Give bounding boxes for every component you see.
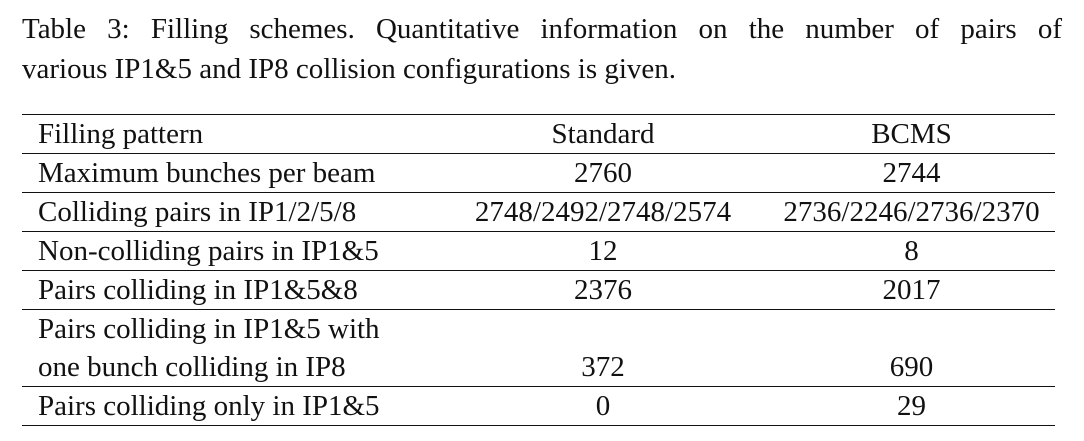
table-row: Non-colliding pairs in IP1&5 12 8 — [22, 231, 1055, 271]
row-label: Non-colliding pairs in IP1&5 — [22, 231, 438, 271]
row-label: Maximum bunches per beam — [22, 153, 438, 193]
table-row: Maximum bunches per beam 2760 2744 — [22, 153, 1055, 193]
header-bcms: BCMS — [768, 114, 1055, 154]
filling-schemes-table: Filling pattern Standard BCMS Maximum bu… — [22, 114, 1055, 426]
row-label-line-1: Pairs colliding in IP1&5 with — [38, 313, 380, 345]
row-standard-value: 2376 — [438, 270, 768, 310]
header-standard: Standard — [438, 114, 768, 154]
table-row: Pairs colliding in IP1&5 with one bunch … — [22, 309, 1055, 387]
row-standard-value: 12 — [438, 231, 768, 271]
row-standard-value: 2748/2492/2748/2574 — [438, 192, 768, 232]
row-label: Pairs colliding in IP1&5 with one bunch … — [22, 309, 438, 387]
row-bcms-value: 2744 — [768, 153, 1055, 193]
header-filling-pattern: Filling pattern — [22, 114, 438, 154]
table-row: Pairs colliding in IP1&5&8 2376 2017 — [22, 270, 1055, 310]
row-bcms-value: 2736/2246/2736/2370 — [768, 192, 1055, 232]
row-label: Pairs colliding only in IP1&5 — [22, 386, 438, 426]
row-bcms-value: 690 — [768, 309, 1055, 387]
table-row: Pairs colliding only in IP1&5 0 29 — [22, 386, 1055, 426]
row-label: Pairs colliding in IP1&5&8 — [22, 270, 438, 310]
row-bcms-value: 29 — [768, 386, 1055, 426]
caption-line-1: Table 3: Filling schemes. Quantitative i… — [22, 13, 1062, 45]
row-label-line-2: one bunch colliding in IP8 — [38, 351, 346, 383]
row-standard-value: 372 — [438, 309, 768, 387]
table-header-row: Filling pattern Standard BCMS — [22, 114, 1055, 154]
row-bcms-value: 8 — [768, 231, 1055, 271]
table-row: Colliding pairs in IP1/2/5/8 2748/2492/2… — [22, 192, 1055, 232]
row-standard-value: 0 — [438, 386, 768, 426]
caption-line-2: various IP1&5 and IP8 collision configur… — [22, 53, 677, 85]
row-standard-value: 2760 — [438, 153, 768, 193]
row-label: Colliding pairs in IP1/2/5/8 — [22, 192, 438, 232]
row-bcms-value: 2017 — [768, 270, 1055, 310]
table-caption: Table 3: Filling schemes. Quantitative i… — [22, 9, 1062, 89]
